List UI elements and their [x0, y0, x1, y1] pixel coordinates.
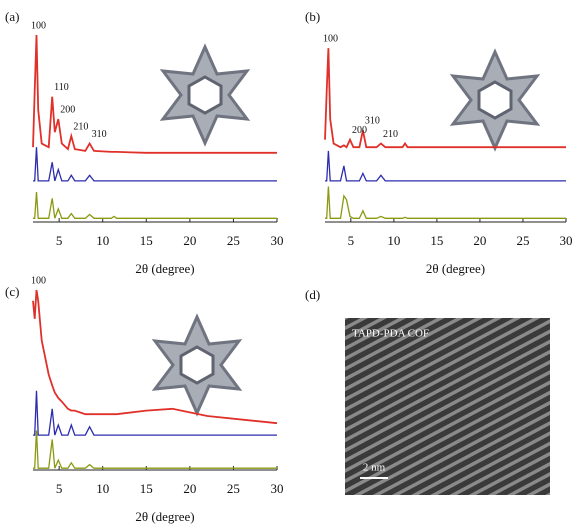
x-tick-label: 10 — [96, 481, 109, 496]
peak-label: 310 — [92, 129, 107, 140]
x-tick-label: 30 — [560, 233, 573, 248]
peak-label: 210 — [73, 121, 88, 132]
x-tick-label: 5 — [56, 481, 63, 496]
peak-label: 310 — [365, 116, 380, 127]
panel-label: (b) — [305, 9, 320, 24]
pattern-line — [325, 151, 566, 181]
x-tick-label: 15 — [140, 481, 153, 496]
panel-label: (a) — [5, 9, 19, 24]
x-tick-label: 5 — [348, 233, 355, 248]
x-tick-label: 25 — [227, 233, 240, 248]
x-axis-label: 2θ (degree) — [135, 509, 194, 524]
x-tick-label: 15 — [140, 233, 153, 248]
panel-label: (c) — [5, 284, 19, 299]
pattern-line — [33, 391, 277, 435]
x-tick-label: 30 — [271, 233, 284, 248]
peak-label: 100 — [323, 33, 338, 44]
peak-label: 110 — [54, 82, 69, 93]
x-tick-label: 10 — [387, 233, 400, 248]
x-axis-label: 2θ (degree) — [426, 261, 485, 276]
x-tick-label: 5 — [56, 233, 63, 248]
x-tick-label: 25 — [227, 481, 240, 496]
pattern-line — [325, 187, 566, 219]
structure-image — [453, 52, 537, 148]
pattern-line — [33, 192, 277, 218]
x-tick-label: 25 — [516, 233, 529, 248]
peak-label: 100 — [31, 275, 46, 286]
peak-label: 210 — [383, 129, 398, 140]
scale-bar-label: 2 nm — [363, 462, 386, 474]
image-caption: TAPD-PDA COF — [352, 328, 429, 340]
pattern-line — [33, 35, 277, 153]
x-tick-label: 15 — [430, 233, 443, 248]
x-axis-label: 2θ (degree) — [135, 261, 194, 276]
x-tick-label: 20 — [473, 233, 486, 248]
panel-label: (d) — [305, 287, 320, 302]
peak-label: 200 — [60, 104, 75, 115]
x-tick-label: 20 — [183, 233, 196, 248]
x-tick-label: 20 — [183, 481, 196, 496]
x-tick-label: 10 — [96, 233, 109, 248]
structure-image — [155, 317, 239, 413]
structure-image — [163, 47, 247, 143]
pattern-line — [33, 430, 277, 468]
pattern-line — [33, 290, 277, 423]
figure: (d) TAPD-PDA COF 2 nm (a) 5 10 15 20 25 30 2θ (… — [0, 0, 578, 530]
peak-label: 100 — [31, 20, 46, 31]
x-tick-label: 30 — [271, 481, 284, 496]
